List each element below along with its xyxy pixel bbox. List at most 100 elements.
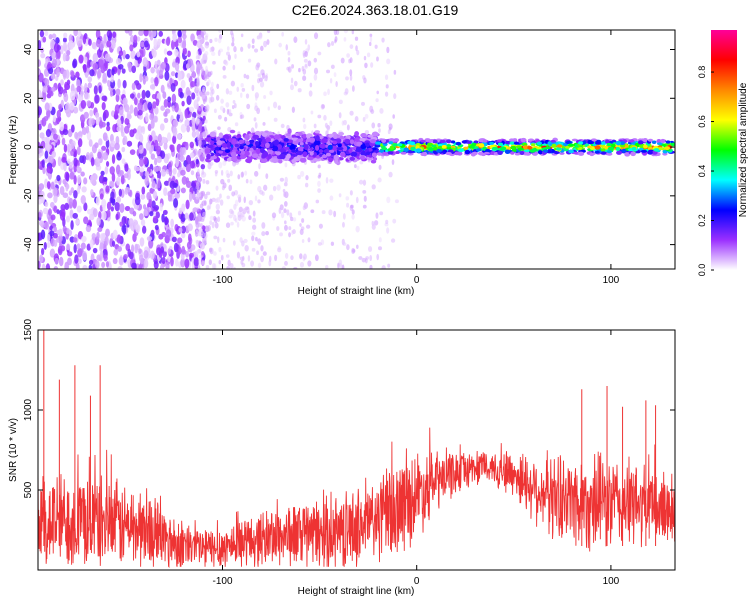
- noise-blob: [115, 213, 119, 221]
- noise-blob: [76, 79, 81, 88]
- noise-blob: [65, 69, 70, 80]
- noise-blob: [265, 230, 269, 236]
- noise-blob: [85, 225, 92, 233]
- noise-blob: [251, 231, 256, 236]
- noise-blob: [122, 135, 128, 145]
- noise-blob: [313, 32, 319, 40]
- band-blob: [231, 138, 237, 145]
- noise-blob: [344, 88, 349, 95]
- noise-blob: [177, 36, 183, 44]
- noise-blob: [41, 247, 45, 256]
- noise-blob: [355, 225, 360, 233]
- noise-blob: [111, 240, 116, 247]
- noise-blob: [265, 173, 269, 179]
- noise-blob: [106, 121, 110, 127]
- noise-blob: [105, 160, 110, 167]
- noise-blob: [94, 94, 100, 104]
- noise-blob: [195, 227, 200, 233]
- colorbar-tick-label: 0.0: [697, 264, 707, 277]
- noise-blob: [44, 201, 49, 208]
- noise-blob: [290, 255, 294, 261]
- noise-blob: [260, 245, 264, 252]
- noise-blob: [261, 72, 266, 79]
- band-blob: [279, 153, 286, 160]
- tone-blob: [547, 149, 553, 154]
- noise-blob: [255, 95, 258, 101]
- noise-blob: [284, 176, 288, 184]
- band-blob: [283, 137, 289, 142]
- noise-blob: [134, 58, 138, 68]
- noise-blob: [38, 159, 41, 169]
- colorbar: 0.0 0.2 0.4 0.6 0.8 Normalized spectral ampl…: [697, 30, 749, 276]
- tone-blob: [568, 149, 574, 154]
- noise-blob: [352, 249, 356, 253]
- noise-blob: [222, 237, 226, 243]
- noise-blob: [48, 33, 53, 40]
- band-blob: [210, 140, 215, 145]
- noise-blob: [38, 123, 42, 131]
- noise-blob: [68, 190, 73, 196]
- tone-blob: [550, 139, 556, 143]
- tone-blob: [589, 152, 595, 157]
- noise-blob: [81, 235, 87, 243]
- tone-blob: [420, 139, 426, 143]
- noise-blob: [78, 94, 82, 101]
- noise-blob: [269, 90, 273, 96]
- noise-blob: [156, 145, 161, 153]
- noise-blob: [141, 89, 146, 100]
- noise-blob: [119, 221, 123, 227]
- noise-blob: [76, 85, 82, 93]
- tone-blob: [532, 152, 538, 156]
- noise-blob: [110, 206, 115, 212]
- noise-blob: [349, 69, 353, 76]
- noise-blob: [186, 90, 192, 96]
- noise-blob: [318, 223, 323, 229]
- noise-blob: [131, 82, 136, 91]
- noise-blob: [218, 161, 223, 169]
- colorbar-tick-label: 0.8: [697, 66, 707, 79]
- noise-blob: [105, 185, 110, 193]
- noise-blob: [260, 255, 264, 263]
- noise-blob: [157, 170, 161, 180]
- noise-blob: [341, 264, 345, 269]
- band-blob: [206, 153, 211, 160]
- noise-blob: [38, 260, 41, 269]
- noise-blob: [99, 193, 104, 200]
- noise-blob: [157, 133, 162, 143]
- noise-blob: [301, 238, 305, 243]
- noise-blob: [377, 123, 381, 128]
- tone-blob: [514, 152, 520, 156]
- noise-blob: [346, 53, 350, 58]
- noise-blob: [258, 163, 261, 170]
- noise-blob: [98, 138, 103, 146]
- noise-blob: [42, 36, 47, 43]
- noise-blob: [370, 109, 375, 114]
- noise-blob: [213, 217, 218, 224]
- tone-blob: [606, 150, 613, 154]
- noise-blob: [134, 97, 138, 106]
- noise-blob: [325, 177, 329, 184]
- noise-blob: [44, 30, 49, 37]
- band-blob: [283, 146, 290, 150]
- noise-blob: [71, 124, 75, 133]
- noise-blob: [281, 266, 287, 269]
- band-blob: [344, 138, 351, 145]
- noise-blob: [231, 37, 235, 43]
- noise-blob: [150, 229, 155, 237]
- noise-blob: [362, 179, 367, 186]
- tone-blob: [497, 142, 504, 147]
- noise-blob: [198, 151, 202, 156]
- noise-blob: [224, 116, 228, 122]
- noise-blob: [96, 217, 101, 226]
- noise-blob: [112, 31, 117, 39]
- noise-blob: [280, 123, 285, 129]
- tone-blob: [455, 141, 462, 146]
- noise-blob: [260, 45, 264, 52]
- noise-blob: [190, 33, 195, 42]
- noise-blob: [106, 209, 111, 218]
- noise-blob: [216, 83, 220, 90]
- noise-blob: [276, 184, 281, 191]
- noise-blob: [302, 75, 307, 81]
- tone-blob: [426, 142, 433, 147]
- noise-blob: [191, 92, 196, 100]
